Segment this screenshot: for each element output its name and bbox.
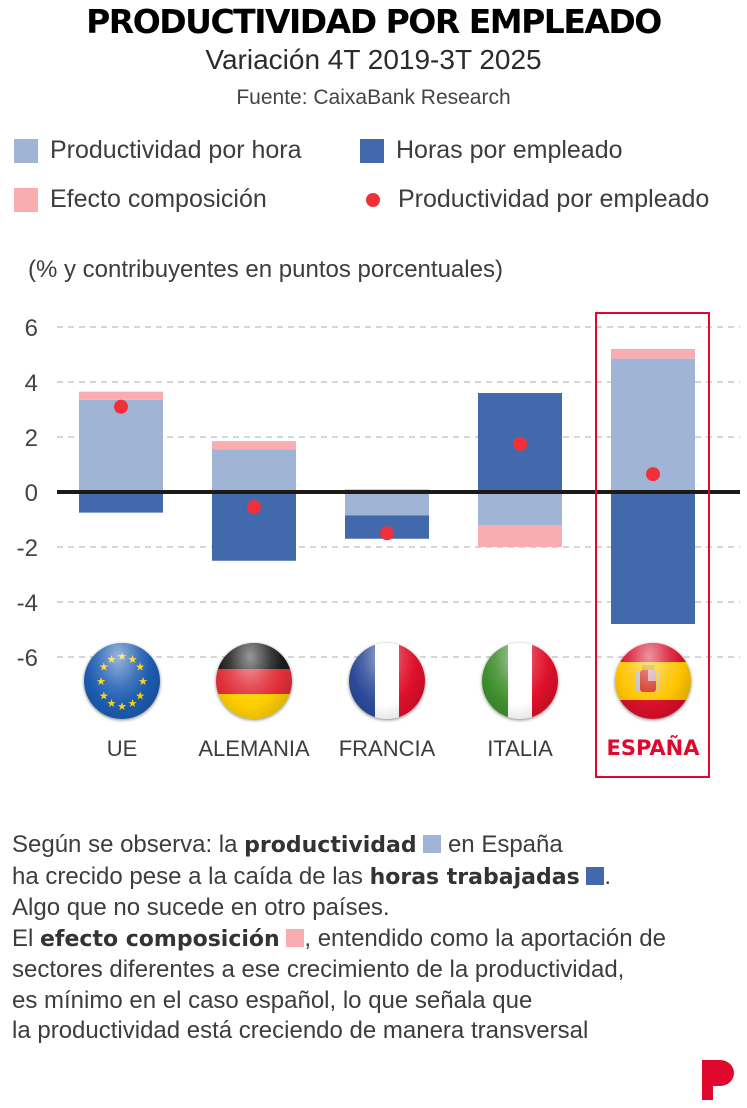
y-tick-label: 0 bbox=[25, 480, 38, 507]
y-tick-label: -2 bbox=[17, 535, 38, 562]
note-bold-efecto: efecto composición bbox=[40, 926, 280, 952]
note-text: El bbox=[12, 924, 41, 952]
svg-text:★: ★ bbox=[135, 690, 145, 703]
legend-item-productividad-empleado: Productividad por empleado bbox=[360, 185, 709, 214]
dot-productividad-por-empleado bbox=[114, 399, 128, 414]
svg-text:★: ★ bbox=[99, 661, 109, 674]
bar-productividad-por-hora bbox=[212, 449, 296, 492]
x-label-francia: FRANCIA bbox=[338, 736, 436, 761]
note-text: ha crecido pese a la caída de las bbox=[12, 862, 370, 890]
svg-text:★: ★ bbox=[107, 653, 117, 666]
note-line: la productividad está creciendo de maner… bbox=[12, 1017, 589, 1044]
svg-text:★: ★ bbox=[128, 653, 138, 666]
chart-title: PRODUCTIVIDAD POR EMPLEADO bbox=[86, 2, 662, 41]
y-tick-label: -4 bbox=[17, 590, 38, 617]
bar-productividad-por-hora bbox=[79, 399, 163, 492]
chart-plot: 6 4 2 0 -2 -4 -6 bbox=[17, 315, 740, 672]
dot-productividad-por-empleado bbox=[380, 526, 394, 541]
note-text: en España bbox=[441, 831, 563, 858]
spain-coat-of-arms bbox=[636, 665, 660, 692]
x-label-alemania: ALEMANIA bbox=[198, 736, 310, 761]
note-line: es mínimo en el caso español, lo que señ… bbox=[12, 986, 533, 1014]
bar-productividad-por-hora bbox=[345, 492, 429, 516]
bar-productividad-por-hora bbox=[478, 492, 562, 525]
y-tick-label: 4 bbox=[25, 370, 38, 397]
italy-flag-icon bbox=[482, 643, 558, 719]
legend-item-productividad-hora: Productividad por hora bbox=[14, 136, 302, 165]
dot-productividad-por-empleado bbox=[513, 436, 527, 451]
note-bold-productividad: productividad bbox=[244, 833, 417, 858]
dot-productividad-por-empleado bbox=[247, 500, 261, 515]
x-label-ue: UE bbox=[106, 736, 138, 761]
note-bold-horas: horas trabajadas bbox=[369, 864, 580, 890]
legend-label: Productividad por hora bbox=[50, 136, 302, 164]
svg-text:★: ★ bbox=[99, 690, 109, 703]
x-label-espana: ESPAÑA bbox=[606, 736, 700, 760]
france-flag-icon bbox=[349, 643, 425, 719]
note-text: Según se observa: la bbox=[12, 831, 245, 858]
bar-efecto-composicion bbox=[212, 441, 296, 450]
explanatory-note: Según se observa: la productividad en Es… bbox=[12, 830, 666, 1047]
legend-swatch-efecto-composicion bbox=[14, 187, 38, 212]
legend-dot-productividad-empleado bbox=[366, 192, 380, 207]
legend-item-efecto-composicion: Efecto composición bbox=[14, 185, 267, 214]
chart-subtitle: Variación 4T 2019-3T 2025 bbox=[205, 44, 542, 75]
p-logo-icon bbox=[702, 1060, 734, 1100]
bar-horas-por-empleado bbox=[79, 492, 163, 513]
espana-highlight-box bbox=[595, 312, 710, 778]
spain-flag-icon bbox=[615, 643, 691, 719]
legend-label: Productividad por empleado bbox=[398, 185, 710, 213]
bar-efecto-composicion bbox=[478, 525, 562, 547]
note-text: . bbox=[604, 862, 612, 890]
inline-swatch-horas-empleado bbox=[586, 866, 605, 885]
note-line: El efecto composición , entendido como l… bbox=[12, 924, 666, 956]
note-line: Algo que no sucede en otro países. bbox=[12, 894, 390, 921]
note-line: ha crecido pese a la caída de las horas … bbox=[12, 862, 666, 894]
svg-text:★: ★ bbox=[96, 675, 106, 688]
y-axis-units-label: (% y contribuyentes en puntos porcentual… bbox=[28, 256, 503, 283]
x-label-italia: ITALIA bbox=[487, 736, 553, 761]
svg-text:★: ★ bbox=[138, 675, 148, 688]
bar-efecto-composicion bbox=[79, 391, 163, 400]
inline-swatch-productividad-hora bbox=[423, 835, 442, 853]
bar-efecto-composicion bbox=[611, 349, 695, 359]
svg-text:★: ★ bbox=[135, 661, 145, 674]
chart-source: Fuente: CaixaBank Research bbox=[236, 86, 511, 109]
bar-horas-por-empleado bbox=[611, 492, 695, 624]
y-tick-label: 2 bbox=[25, 425, 38, 452]
germany-flag-icon bbox=[216, 643, 292, 719]
y-tick-label: -6 bbox=[17, 645, 38, 672]
eu-flag-icon: ★ ★ ★ ★ ★ ★ ★ ★ ★ ★ ★ ★ bbox=[84, 643, 160, 719]
svg-text:★: ★ bbox=[107, 697, 117, 710]
note-line: Según se observa: la productividad en Es… bbox=[12, 830, 666, 862]
svg-text:★: ★ bbox=[117, 700, 127, 713]
note-line: sectores diferentes a ese crecimiento de… bbox=[12, 956, 625, 983]
legend-label: Efecto composición bbox=[50, 185, 267, 213]
svg-text:★: ★ bbox=[117, 650, 127, 663]
svg-text:★: ★ bbox=[128, 697, 138, 710]
inline-swatch-efecto-composicion bbox=[286, 928, 305, 947]
legend-item-horas-empleado: Horas por empleado bbox=[360, 136, 623, 165]
legend-label: Horas por empleado bbox=[396, 136, 623, 164]
legend-swatch-horas-empleado bbox=[360, 138, 384, 163]
note-text: , entendido como la aportación de bbox=[304, 924, 666, 952]
y-tick-label: 6 bbox=[25, 315, 38, 342]
dot-productividad-por-empleado bbox=[646, 467, 660, 482]
legend-swatch-productividad-hora bbox=[14, 138, 38, 163]
